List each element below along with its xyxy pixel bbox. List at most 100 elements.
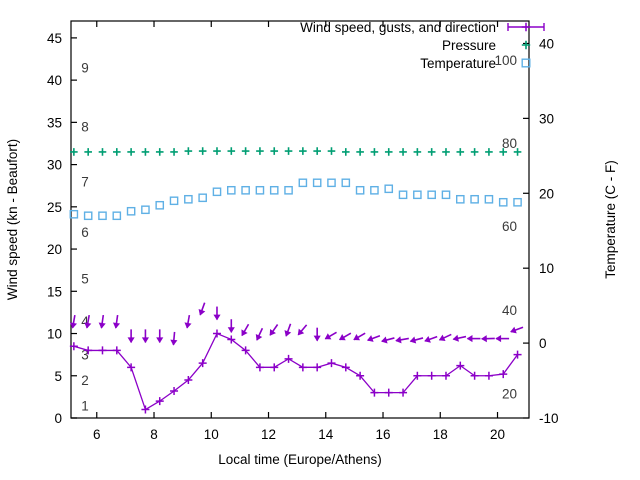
wind-arrow-head (184, 322, 192, 329)
wind-arrow-head (481, 335, 487, 343)
wind-arrow-head (98, 322, 106, 329)
temperature-point (341, 178, 351, 188)
wind-arrow-head (84, 322, 92, 329)
pressure-point (456, 148, 465, 156)
temperature-point (184, 194, 193, 204)
beaufort-label: 7 (81, 174, 89, 189)
pressure-point (98, 148, 107, 156)
y2-tick-label: 0 (539, 336, 547, 351)
temperature-point (398, 190, 408, 200)
x-tick-label: 6 (93, 427, 101, 442)
temperature-point (126, 206, 136, 216)
wind-speed-point (341, 363, 350, 372)
beaufort-label: 4 (81, 314, 89, 329)
wind-speed-point (427, 371, 436, 380)
pressure-point (399, 148, 407, 156)
wind-arrow-head (324, 333, 332, 340)
wind-arrow-head (353, 334, 361, 341)
wind-speed-point (456, 361, 465, 370)
temperature-point (69, 209, 79, 219)
wind-arrow-head (127, 337, 135, 344)
y-tick-label: 25 (47, 200, 62, 215)
temperature-point (384, 184, 394, 194)
wind-arrow-head (510, 326, 517, 334)
temperature-point (327, 178, 336, 188)
fahrenheit-label: 80 (502, 136, 517, 151)
beaufort-label: 1 (81, 398, 89, 413)
wind-arrow-head (338, 334, 346, 341)
beaufort-label: 8 (81, 120, 89, 135)
pressure-series (70, 147, 522, 156)
temperature-point (355, 185, 365, 195)
wind-speed-point (184, 375, 193, 384)
wind-arrow-head (438, 334, 446, 342)
beaufort-scale-labels: 1 2 3 4 5 6 7 8 9 (81, 60, 89, 413)
wind-direction-arrows (69, 302, 524, 346)
pressure-point (356, 148, 364, 156)
temperature-series (69, 178, 522, 221)
temperature-point (370, 185, 379, 195)
x-tick-label: 14 (318, 427, 334, 442)
wind-speed-point (413, 371, 422, 380)
y-tick-label: 5 (54, 369, 62, 384)
wind-speed-point (484, 371, 493, 380)
wind-arrow-head (313, 335, 321, 342)
plot-border (70, 20, 530, 419)
wind-speed-point (170, 386, 179, 395)
wind-speed-point (69, 342, 78, 351)
wind-speed-point (284, 354, 293, 363)
wind-arrow-head (198, 308, 206, 316)
x-axis-ticks-group: 6 8 10 12 14 16 18 20 (71, 21, 505, 442)
temperature-point (284, 185, 293, 195)
fahrenheit-label: 40 (502, 303, 517, 318)
legend-marker-square (521, 58, 531, 68)
y2-axis-ticks-group: -10 0 10 20 30 40 (523, 36, 559, 426)
pressure-point (470, 148, 479, 156)
wind-arrow-head (381, 336, 388, 344)
wind-speed-point (98, 346, 107, 355)
temperature-point (498, 197, 508, 207)
pressure-point (184, 147, 193, 155)
pressure-point (84, 148, 92, 156)
temperature-point (255, 185, 265, 195)
chart-legend: Wind speed, gusts, and direction Pressure… (300, 20, 545, 71)
y-tick-label: 10 (47, 327, 62, 342)
temperature-point (413, 190, 422, 200)
fahrenheit-scale-labels: 20 40 60 80 100 (494, 53, 517, 401)
wind-speed-point (112, 346, 121, 355)
temperature-point (484, 194, 494, 204)
wind-arrow-head (424, 335, 431, 343)
wind-arrow-head (452, 334, 459, 342)
pressure-point (442, 148, 450, 156)
wind-speed-point (298, 363, 307, 372)
pressure-point (427, 148, 436, 156)
wind-arrow-head (366, 335, 374, 342)
legend-label-0: Wind speed, gusts, and direction (300, 20, 496, 35)
wind-speed-point (470, 371, 479, 380)
x-tick-label: 10 (204, 427, 219, 442)
x-tick-label: 12 (261, 427, 276, 442)
temperature-point (269, 185, 279, 195)
wind-speed-point (155, 397, 164, 406)
temperature-point (112, 211, 122, 221)
wind-arrow-head (227, 327, 235, 333)
wind-arrow-head (141, 337, 149, 344)
temperature-point (441, 190, 451, 200)
fahrenheit-label: 100 (494, 53, 517, 68)
legend-label-2: Temperature (420, 56, 496, 71)
temperature-point (513, 197, 522, 207)
wind-speed-point (399, 388, 408, 397)
plot-frame (70, 20, 530, 419)
wind-arrow-head (255, 333, 263, 341)
pressure-point (284, 147, 293, 155)
beaufort-label: 3 (81, 348, 89, 363)
temperature-point (169, 196, 179, 206)
wind-arrow-head (297, 328, 305, 336)
pressure-point (485, 148, 493, 156)
legend-label-1: Pressure (442, 38, 496, 53)
temperature-point (298, 178, 308, 188)
wind-speed-point (270, 363, 279, 372)
pressure-point (342, 148, 350, 156)
y-tick-label: 45 (47, 31, 62, 46)
